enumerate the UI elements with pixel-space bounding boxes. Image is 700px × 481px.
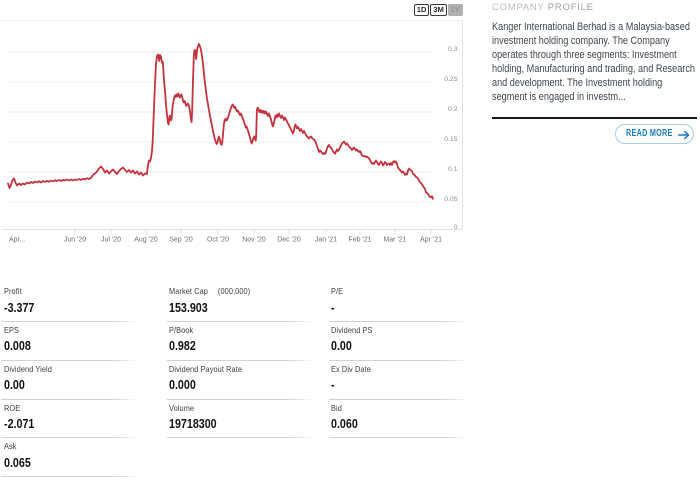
svg-text:0.1: 0.1 (448, 166, 458, 173)
svg-text:Jan '21: Jan '21 (315, 237, 337, 244)
svg-text:0.2: 0.2 (448, 106, 458, 113)
svg-text:Mar '21: Mar '21 (383, 237, 406, 244)
svg-text:0.15: 0.15 (444, 136, 457, 143)
svg-text:Dec '20: Dec '20 (277, 237, 301, 244)
svg-text:Apr '21: Apr '21 (420, 237, 442, 244)
svg-text:0.25: 0.25 (444, 76, 457, 83)
svg-text:0.3: 0.3 (448, 46, 458, 53)
svg-text:Feb '21: Feb '21 (348, 237, 371, 244)
svg-text:Aug '20: Aug '20 (134, 237, 158, 244)
svg-text:0: 0 (454, 224, 458, 231)
svg-text:Oct '20: Oct '20 (207, 237, 229, 244)
svg-text:Jun '20: Jun '20 (64, 237, 86, 244)
svg-text:Sep '20: Sep '20 (169, 237, 193, 244)
svg-text:Nov '20: Nov '20 (242, 237, 266, 244)
svg-text:Apr...: Apr... (9, 237, 25, 244)
svg-text:0.05: 0.05 (444, 196, 457, 203)
svg-text:Jul '20: Jul '20 (101, 237, 121, 244)
